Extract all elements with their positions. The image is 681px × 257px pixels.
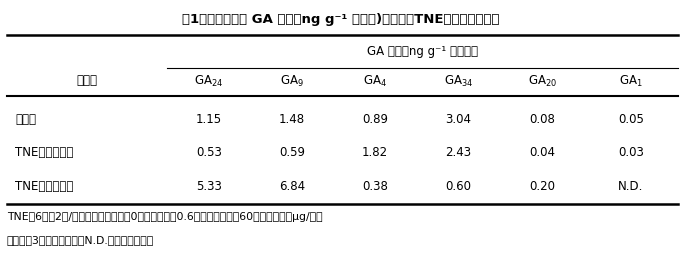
Text: GA$_{34}$: GA$_{34}$ <box>444 74 473 88</box>
Text: 処理開始3週間後の試料，N.D.：検出限界以下: 処理開始3週間後の試料，N.D.：検出限界以下 <box>7 235 154 245</box>
Text: GA$_{1}$: GA$_{1}$ <box>619 74 643 88</box>
Text: 対照区: 対照区 <box>15 113 36 126</box>
Text: 0.04: 0.04 <box>529 146 556 159</box>
Text: 5.33: 5.33 <box>196 180 221 193</box>
Text: 処理区: 処理区 <box>76 75 97 87</box>
Text: TNEは6回（2回/週）処理；総処理量0（対照区），0.6（低濃度区），60（高濃度区）μg/個体: TNEは6回（2回/週）処理；総処理量0（対照区），0.6（低濃度区），60（高… <box>7 212 322 222</box>
Text: 0.60: 0.60 <box>445 180 472 193</box>
Text: 0.59: 0.59 <box>279 146 305 159</box>
Text: 1.82: 1.82 <box>362 146 388 159</box>
Text: TNE－低濃度区: TNE－低濃度区 <box>15 146 74 159</box>
Text: 0.89: 0.89 <box>362 113 388 126</box>
Text: TNE－高濃度区: TNE－高濃度区 <box>15 180 74 193</box>
Text: 0.05: 0.05 <box>618 113 644 126</box>
Text: GA$_{20}$: GA$_{20}$ <box>528 74 557 88</box>
Text: 0.03: 0.03 <box>618 146 644 159</box>
Text: 0.08: 0.08 <box>530 113 555 126</box>
Text: GA$_{9}$: GA$_{9}$ <box>280 74 304 88</box>
Text: 3.04: 3.04 <box>445 113 472 126</box>
Text: 2.43: 2.43 <box>445 146 472 159</box>
Text: 1.15: 1.15 <box>195 113 222 126</box>
Text: N.D.: N.D. <box>618 180 644 193</box>
Text: 0.38: 0.38 <box>362 180 388 193</box>
Text: 0.53: 0.53 <box>196 146 221 159</box>
Text: 1.48: 1.48 <box>279 113 305 126</box>
Text: GA 濃度（ng g⁻¹ 新鮮重）: GA 濃度（ng g⁻¹ 新鮮重） <box>367 45 477 58</box>
Text: GA$_{24}$: GA$_{24}$ <box>194 74 223 88</box>
Text: 表1　茎部の内生 GA 濃度（ng g⁻¹ 新鮮重)に及ぼすTNE処理濃度の影響: 表1 茎部の内生 GA 濃度（ng g⁻¹ 新鮮重)に及ぼすTNE処理濃度の影響 <box>182 13 499 26</box>
Text: 0.20: 0.20 <box>529 180 556 193</box>
Text: GA$_{4}$: GA$_{4}$ <box>363 74 387 88</box>
Text: 6.84: 6.84 <box>279 180 305 193</box>
